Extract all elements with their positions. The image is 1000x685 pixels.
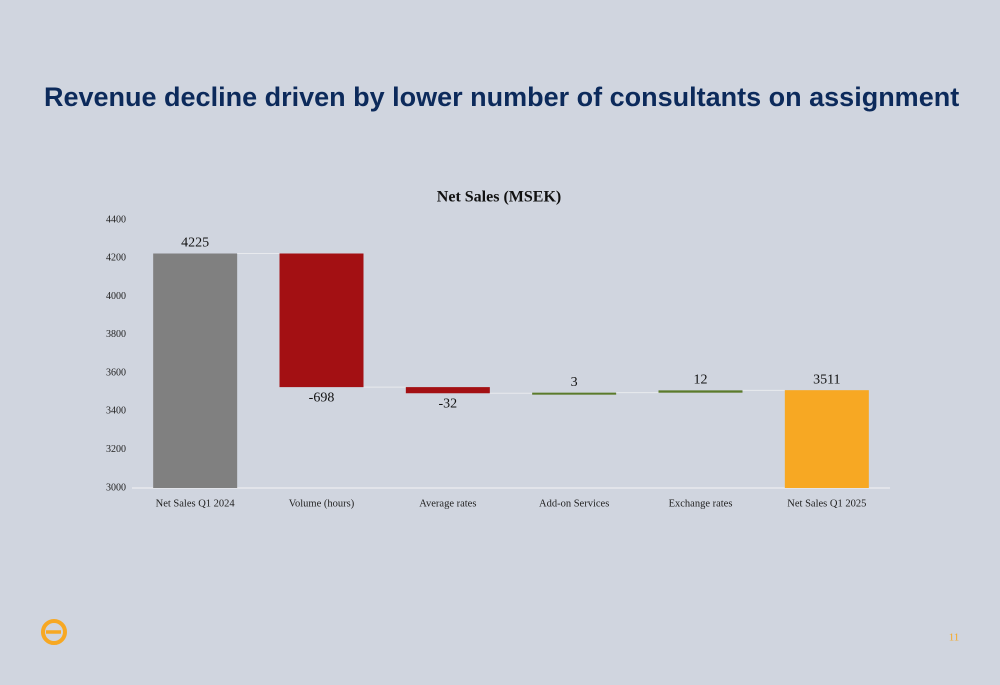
data-label: -32 <box>438 396 457 411</box>
chart-title: Net Sales (MSEK) <box>437 189 561 206</box>
y-tick-label: 4000 <box>106 291 126 302</box>
bar <box>532 392 617 395</box>
logo <box>41 619 67 645</box>
x-tick-label: Add-on Services <box>539 498 609 509</box>
data-label: 4225 <box>181 236 209 251</box>
y-tick-label: 3400 <box>106 406 126 417</box>
y-tick-label: 3200 <box>106 444 126 455</box>
y-tick-label: 4400 <box>106 214 126 225</box>
data-label: 12 <box>694 373 708 388</box>
x-tick-label: Net Sales Q1 2025 <box>787 498 866 509</box>
x-tick-label: Net Sales Q1 2024 <box>156 498 236 509</box>
data-label: 3511 <box>813 372 840 387</box>
y-tick-label: 3800 <box>106 329 126 340</box>
x-tick-label: Volume (hours) <box>289 498 355 509</box>
bar <box>405 387 490 394</box>
y-tick-label: 4200 <box>106 253 126 264</box>
bar <box>153 253 238 488</box>
slide-title: Revenue decline driven by lower number o… <box>44 82 959 112</box>
y-tick-label: 3000 <box>106 482 126 493</box>
bar <box>784 390 869 488</box>
y-tick-label: 3600 <box>106 367 126 378</box>
bar <box>658 390 743 393</box>
data-label: -698 <box>309 390 335 405</box>
x-tick-label: Average rates <box>419 498 476 509</box>
x-tick-label: Exchange rates <box>669 498 733 509</box>
logo-ring <box>41 619 67 645</box>
data-label: 3 <box>571 375 578 390</box>
page-number: 11 <box>949 632 960 644</box>
bar <box>279 253 364 388</box>
